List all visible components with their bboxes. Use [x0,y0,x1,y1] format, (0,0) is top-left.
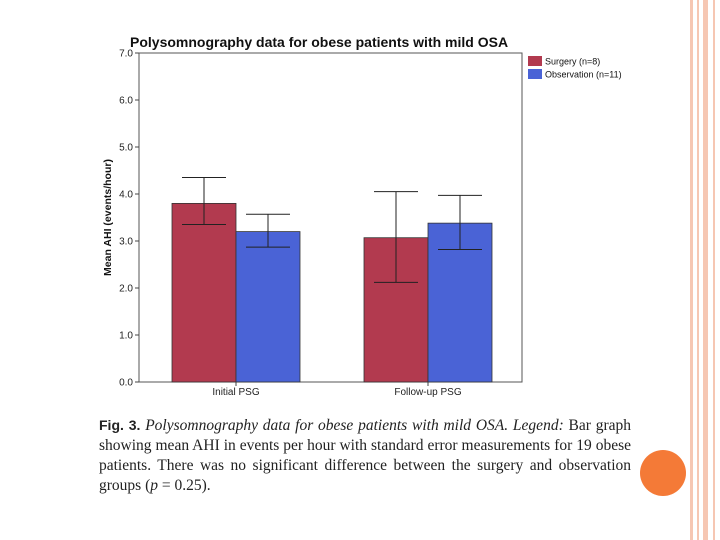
legend-swatch [528,69,542,79]
slide-border-stripe [713,0,715,540]
plot-frame [138,52,523,383]
slide-border-stripe [690,0,693,540]
y-tick-label: 3.0 [119,237,133,248]
bar [235,231,301,383]
y-tick-label: 5.0 [119,143,133,154]
y-tick-label: 2.0 [119,284,133,295]
slide-border-stripe [697,0,699,540]
bar-chart: Polysomnography data for obese patients … [102,34,622,398]
bar [171,202,237,383]
chart-bars [171,202,493,383]
decorative-circle [640,450,686,496]
figure-caption: Fig. 3. Polysomnography data for obese p… [99,415,631,496]
chart-legend: Surgery (n=8) Observation (n=11) [528,56,622,80]
legend-label: Surgery (n=8) [545,57,600,67]
caption-p-value: = 0.25). [157,477,211,494]
chart-axes: Polysomnography data for obese patients … [102,34,523,398]
slide-border-stripe [703,0,708,540]
chart-title: Polysomnography data for obese patients … [130,34,508,50]
caption-text: Bar graph showing mean AHI in events per… [99,417,632,494]
x-tick-label: Follow-up PSG [394,387,461,398]
y-tick-label: 7.0 [119,49,133,60]
legend-label: Observation (n=11) [545,70,622,80]
caption-italic-title: Polysomnography data for obese patients … [145,417,564,434]
caption-p-symbol: p [150,477,158,494]
y-axis-label: Mean AHI (events/hour) [102,159,114,276]
caption-fig-label: Fig. 3. [99,417,141,433]
chart-error-bars [182,177,482,283]
y-tick-label: 6.0 [119,96,133,107]
x-tick-label: Initial PSG [212,387,259,398]
y-tick-label: 1.0 [119,331,133,342]
y-tick-label: 4.0 [119,190,133,201]
legend-swatch [528,56,542,66]
y-tick-label: 0.0 [119,378,133,389]
